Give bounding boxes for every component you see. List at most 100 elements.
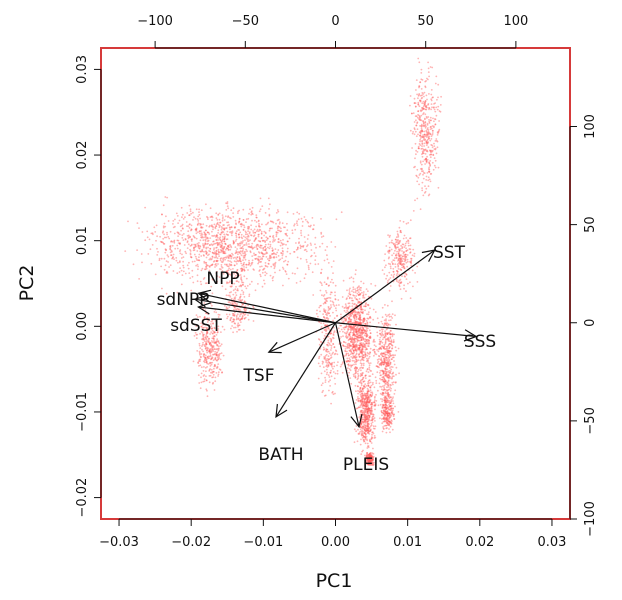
score-point <box>348 338 351 341</box>
score-point <box>228 255 230 258</box>
score-point <box>216 257 219 260</box>
score-point <box>283 243 285 246</box>
score-point <box>353 339 356 342</box>
score-point <box>391 397 394 400</box>
score-point <box>235 316 238 318</box>
score-point <box>204 234 207 237</box>
score-point <box>438 120 440 122</box>
score-point <box>330 341 332 343</box>
score-point <box>348 354 350 356</box>
score-point <box>377 350 380 353</box>
score-point <box>430 119 432 122</box>
score-point <box>241 268 243 270</box>
score-point <box>250 213 253 216</box>
score-point <box>341 361 344 364</box>
score-point <box>327 365 330 367</box>
score-point <box>325 297 328 300</box>
score-point <box>380 328 383 331</box>
score-point <box>244 251 247 253</box>
score-point <box>204 233 207 235</box>
score-point <box>334 298 337 300</box>
score-point <box>384 333 387 336</box>
score-point <box>235 251 238 254</box>
score-point <box>210 243 213 246</box>
score-point <box>333 365 336 368</box>
score-point <box>331 390 334 393</box>
score-point <box>205 252 208 255</box>
score-point <box>359 375 362 378</box>
score-point <box>346 297 348 299</box>
score-point <box>355 269 357 271</box>
score-point <box>189 210 192 213</box>
score-point <box>361 432 364 435</box>
score-point <box>203 323 206 326</box>
score-point <box>237 274 240 277</box>
score-point <box>217 214 220 216</box>
score-point <box>212 370 215 373</box>
score-point <box>353 428 356 431</box>
score-point <box>357 308 360 311</box>
score-point <box>229 273 232 276</box>
score-point <box>201 226 204 229</box>
score-point <box>387 396 390 398</box>
score-point <box>226 270 229 273</box>
score-point <box>326 351 329 353</box>
score-point <box>345 352 348 355</box>
score-point <box>424 113 427 116</box>
score-point <box>357 347 360 350</box>
score-point <box>384 353 387 356</box>
score-point <box>230 231 233 233</box>
score-point <box>171 256 174 259</box>
score-point <box>369 369 372 372</box>
score-point <box>317 377 320 380</box>
score-point <box>199 245 201 247</box>
score-point <box>240 269 243 272</box>
score-point <box>430 144 433 146</box>
score-point <box>412 285 414 288</box>
score-point <box>438 110 441 112</box>
score-point <box>215 256 217 259</box>
score-point <box>367 371 370 373</box>
score-point <box>222 216 224 219</box>
score-point <box>225 264 228 266</box>
score-point <box>293 223 296 226</box>
score-point <box>344 350 346 352</box>
score-point <box>355 331 358 333</box>
score-point <box>237 260 240 263</box>
score-point <box>394 245 397 247</box>
score-point <box>342 345 345 347</box>
score-point <box>186 234 189 237</box>
score-point <box>390 315 393 318</box>
score-point <box>362 366 364 369</box>
score-point <box>202 244 205 247</box>
score-point <box>420 72 423 74</box>
score-point <box>350 312 353 314</box>
score-point <box>382 404 384 407</box>
score-point <box>364 438 367 441</box>
score-point <box>215 225 218 227</box>
score-point <box>192 219 194 221</box>
score-point <box>340 328 343 331</box>
score-point <box>326 364 328 366</box>
score-point <box>153 226 156 229</box>
score-point <box>212 346 215 349</box>
score-point <box>428 120 431 123</box>
score-point <box>242 252 245 255</box>
score-point <box>228 257 230 259</box>
score-point <box>267 262 270 265</box>
score-point <box>353 319 356 321</box>
score-point <box>352 349 355 352</box>
score-point <box>205 347 207 350</box>
score-point <box>271 236 274 238</box>
score-point <box>360 344 363 347</box>
score-point <box>357 330 359 333</box>
score-point <box>411 147 413 149</box>
score-point <box>388 347 391 350</box>
score-point <box>371 373 374 376</box>
score-point <box>363 440 365 443</box>
score-point <box>217 224 220 226</box>
score-point <box>275 235 278 238</box>
score-point <box>166 231 168 234</box>
score-point <box>309 262 312 265</box>
score-point <box>217 340 220 342</box>
